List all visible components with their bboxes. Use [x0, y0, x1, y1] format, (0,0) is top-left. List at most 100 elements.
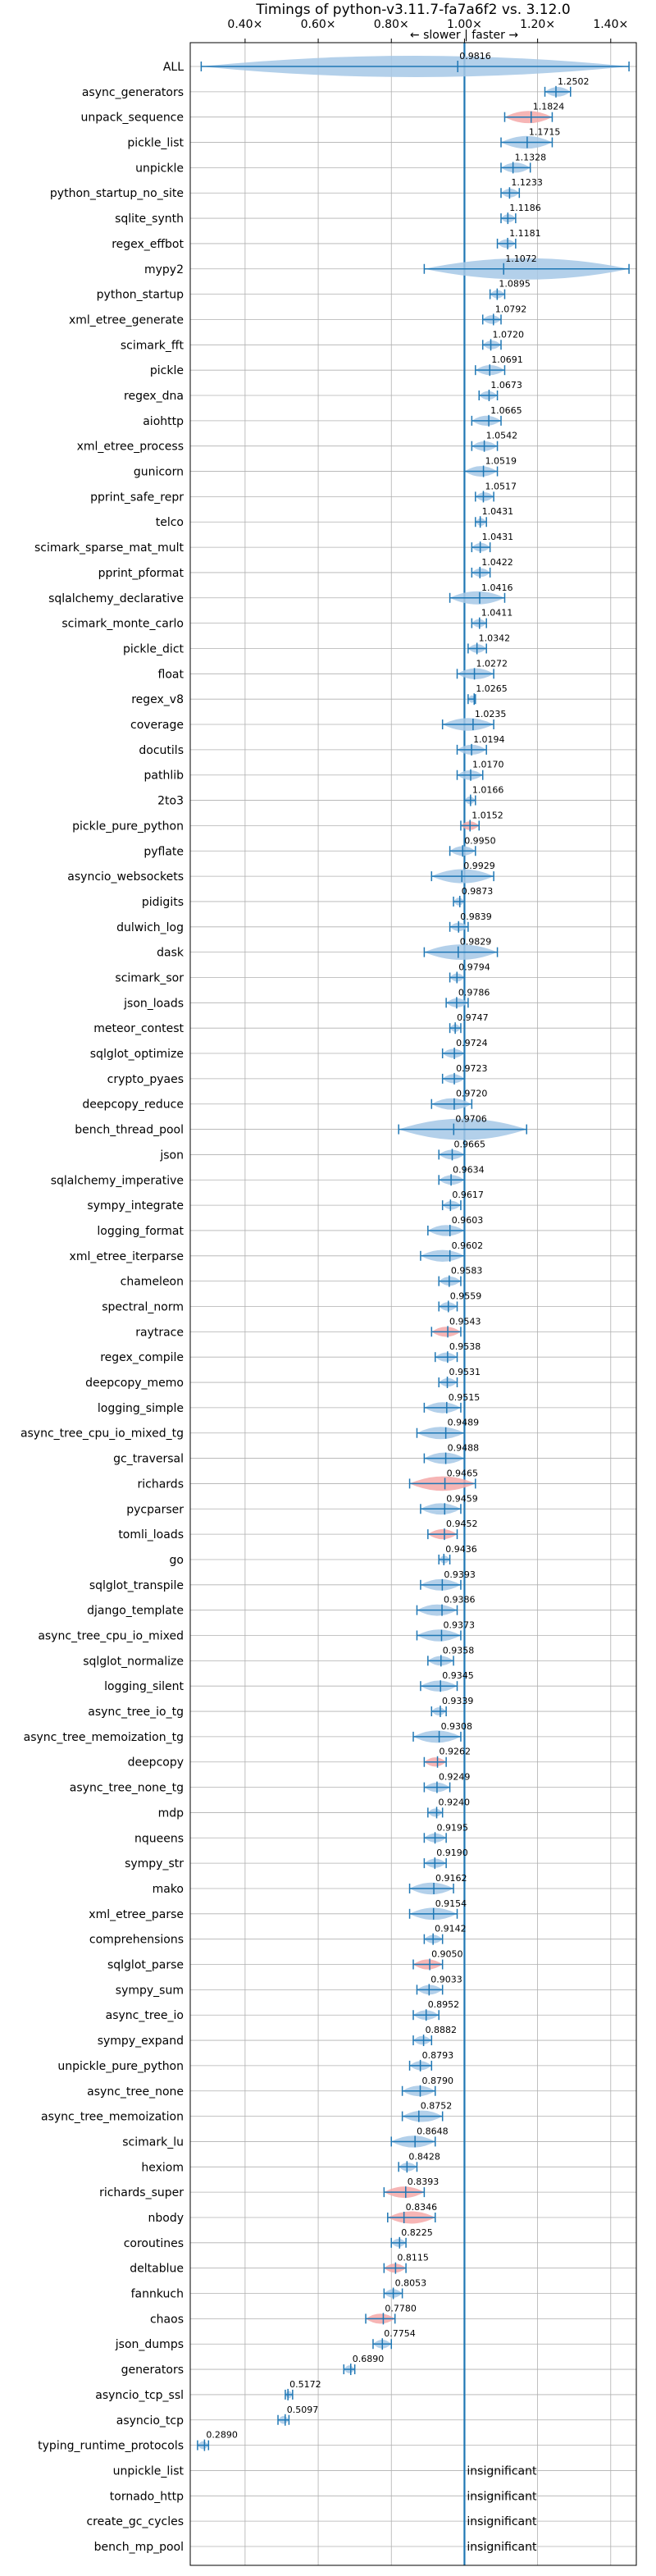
category-label: coverage	[130, 719, 184, 732]
benchmark-mark: 0.8053	[383, 2278, 427, 2300]
insignificant-label: insignificant	[467, 2541, 537, 2554]
value-label: 0.9706	[455, 1114, 487, 1125]
category-label: pyflate	[144, 845, 184, 858]
category-label: pickle	[150, 364, 184, 377]
benchmark-mark: 1.0416	[449, 582, 512, 605]
category-label: deepcopy_memo	[85, 1377, 184, 1390]
benchmark-mark: 0.8952	[412, 1999, 459, 2021]
value-label: 0.9723	[456, 1063, 488, 1074]
category-label: sqlglot_optimize	[90, 1048, 184, 1061]
category-label: aiohttp	[143, 415, 184, 428]
category-label: sqlite_synth	[115, 212, 184, 226]
benchmark-mark: 0.9634	[438, 1164, 485, 1186]
value-label: 1.0411	[481, 608, 513, 619]
category-label: pickle_pure_python	[72, 820, 184, 833]
benchmark-mark: 0.8346	[387, 2202, 437, 2224]
benchmark-mark: 0.8428	[398, 2151, 440, 2173]
category-label: python_startup_no_site	[50, 187, 184, 200]
category-label: float	[158, 668, 184, 681]
category-label: hexiom	[141, 2161, 184, 2174]
value-label: 0.5172	[289, 2379, 321, 2390]
value-label: 0.8053	[395, 2278, 427, 2289]
violin-marks: 0.9816 1.2502 1.1824 1.1715 1.1328 1.1233 1.11…	[197, 43, 630, 2565]
value-label: 1.0431	[482, 506, 514, 517]
benchmark-mark: insignificant	[467, 2515, 537, 2528]
benchmark-mark: 0.9950	[449, 835, 496, 857]
category-label: unpack_sequence	[81, 112, 184, 125]
plot-frame	[189, 42, 637, 2566]
value-label: 1.2502	[558, 76, 590, 87]
category-label: crypto_pyaes	[107, 1073, 184, 1086]
benchmark-mark: 0.9308	[412, 1721, 472, 1743]
value-label: 0.9603	[452, 1215, 484, 1226]
category-label: scimark_fft	[121, 339, 184, 352]
value-label: 0.8648	[417, 2126, 449, 2136]
category-label: tornado_http	[110, 2490, 184, 2503]
category-label: logging_silent	[104, 1680, 184, 1693]
category-label: async_generators	[82, 86, 184, 99]
benchmark-mark: 1.1186	[500, 203, 541, 225]
value-label: 0.5097	[287, 2405, 319, 2415]
category-label: telco	[156, 516, 184, 529]
category-label: pidigits	[142, 896, 184, 909]
value-label: 0.9154	[435, 1898, 467, 1909]
category-label: async_tree_cpu_io_mixed	[38, 1630, 184, 1643]
category-label: logging_format	[97, 1225, 184, 1238]
benchmark-mark: 1.0235	[441, 709, 506, 731]
value-label: 0.9452	[446, 1519, 478, 1529]
benchmark-mark: 1.0720	[481, 329, 524, 351]
benchmark-mark: 0.9538	[435, 1341, 481, 1363]
category-label: json_dumps	[115, 2338, 184, 2351]
value-label: 0.9373	[443, 1620, 475, 1631]
value-label: 1.0517	[485, 481, 517, 491]
benchmark-mark: 1.0665	[471, 405, 522, 427]
benchmark-mark: 1.0673	[478, 380, 522, 402]
benchmark-mark: 1.0342	[467, 633, 510, 655]
value-label: 1.1181	[509, 228, 541, 239]
value-label: 0.9515	[449, 1392, 481, 1403]
benchmark-mark: 0.9373	[416, 1620, 475, 1642]
benchmark-mark: 1.2502	[544, 76, 590, 98]
value-label: 1.0673	[490, 380, 522, 391]
benchmark-mark: 0.9720	[430, 1089, 487, 1110]
category-label: pickle_dict	[123, 642, 184, 655]
benchmark-mark: 0.8393	[383, 2176, 440, 2199]
benchmark-mark: 0.9929	[430, 861, 495, 884]
category-label: pycparser	[126, 1503, 184, 1516]
benchmark-mark: 0.9033	[416, 1974, 462, 1996]
category-label: asyncio_tcp	[116, 2414, 184, 2428]
category-label: async_tree_none	[87, 2085, 184, 2099]
category-label: regex_v8	[131, 693, 184, 706]
category-label: async_tree_memoization_tg	[24, 1731, 184, 1744]
benchmark-mark: 0.9195	[423, 1822, 469, 1844]
benchmark-mark: 0.7754	[372, 2328, 416, 2350]
value-label: 0.8393	[408, 2176, 440, 2187]
category-label: docutils	[139, 744, 184, 757]
category-label: mako	[153, 1883, 184, 1896]
value-label: 1.0422	[481, 557, 513, 568]
value-label: 0.9436	[445, 1544, 477, 1555]
category-label: typing_runtime_protocols	[38, 2440, 184, 2453]
value-label: 1.0665	[490, 405, 522, 416]
value-label: 1.1233	[511, 177, 543, 188]
benchmark-mark: 0.9190	[423, 1848, 468, 1870]
category-label: comprehensions	[89, 1934, 184, 1947]
benchmark-mark: 1.1328	[500, 152, 546, 174]
value-label: 0.9617	[452, 1190, 484, 1200]
x-axis-ticks: 0.40× 0.60× 0.80× 1.00× 1.20× 1.40×	[227, 18, 628, 43]
category-label: pathlib	[144, 770, 184, 783]
benchmark-mark: 0.8225	[390, 2227, 433, 2249]
category-label: nbody	[148, 2212, 184, 2225]
category-label: xml_etree_iterparse	[70, 1250, 184, 1263]
value-label: 1.0152	[472, 810, 503, 820]
value-label: 0.9873	[462, 886, 494, 897]
category-label: async_tree_none_tg	[70, 1782, 184, 1795]
benchmark-mark: 1.0542	[471, 431, 517, 452]
insignificant-label: insignificant	[467, 2490, 537, 2503]
benchmark-mark: 1.0517	[475, 481, 517, 503]
category-label: scimark_monte_carlo	[61, 618, 184, 631]
value-label: 0.9195	[437, 1822, 469, 1833]
category-label: go	[170, 1554, 184, 1567]
benchmark-mark: 0.9249	[423, 1772, 470, 1793]
benchmark-mark: 1.0265	[467, 683, 508, 706]
